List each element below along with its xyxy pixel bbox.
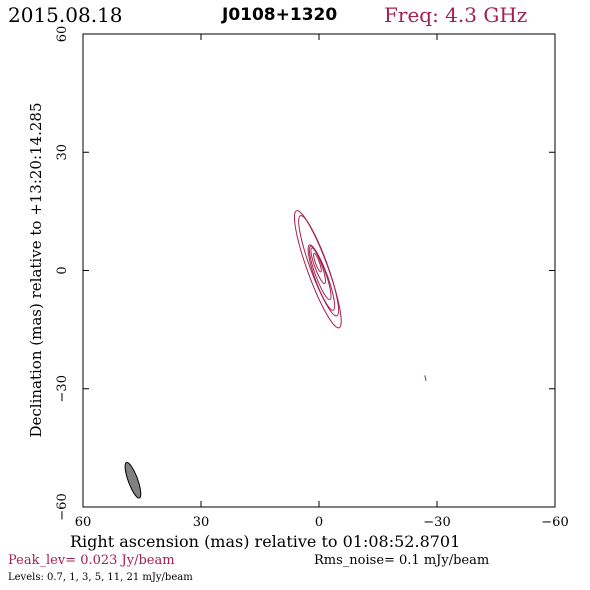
x-tick-label: 60 xyxy=(75,515,92,530)
y-tick-label: −30 xyxy=(55,375,70,402)
beam-ellipse xyxy=(124,461,142,499)
contour-level xyxy=(298,215,340,317)
y-tick-label: 0 xyxy=(55,266,70,274)
contour-level xyxy=(308,245,332,301)
contour-level xyxy=(310,247,326,285)
contour-fragment xyxy=(424,375,427,381)
tick-labels: 60 30 0 −30 −60 −60 −30 0 30 60 xyxy=(55,26,569,530)
contour-levels: Levels: 0.7, 1, 3, 5, 11, 21 mJy/beam xyxy=(8,572,193,583)
observation-date: 2015.08.18 xyxy=(8,3,123,27)
peak-level: Peak_lev= 0.023 Jy/beam xyxy=(8,553,175,568)
x-tick-label: −30 xyxy=(423,515,450,530)
contour-level xyxy=(313,252,322,273)
rms-noise: Rms_noise= 0.1 mJy/beam xyxy=(314,553,490,568)
source-name: J0108+1320 xyxy=(222,5,338,25)
x-tick-label: −60 xyxy=(541,515,568,530)
x-tick-label: 0 xyxy=(315,515,323,530)
y-axis-label: Declination (mas) relative to +13:20:14.… xyxy=(27,102,45,438)
y-tick-label: 60 xyxy=(55,26,70,43)
y-tick-label: 30 xyxy=(55,144,70,161)
contour-set xyxy=(293,210,427,381)
frequency-label: Freq: 4.3 GHz xyxy=(384,3,528,27)
axis-ticks xyxy=(82,33,556,508)
contour-level xyxy=(307,244,336,311)
x-tick-label: 30 xyxy=(193,515,210,530)
y-tick-label: −60 xyxy=(55,493,70,520)
x-axis-label: Right ascension (mas) relative to 01:08:… xyxy=(70,532,461,551)
beam-group xyxy=(124,461,142,499)
